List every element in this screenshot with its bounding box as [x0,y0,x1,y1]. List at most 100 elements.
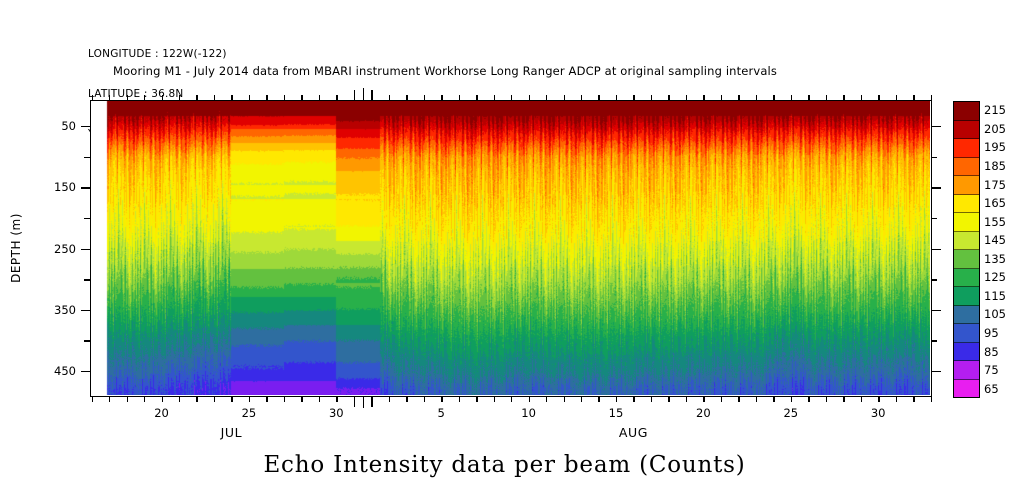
x-axis-tick [860,396,863,402]
x-axis-tick-top [423,95,426,101]
x-axis-tick-top [126,95,128,101]
colorbar-band [954,361,979,380]
x-axis-tick [720,396,723,402]
x-axis-tick [301,396,303,402]
x-axis-tick-top [301,95,303,101]
x-axis-tick [493,396,495,402]
x-axis-month-label: AUG [618,425,649,440]
colorbar-band [954,342,979,361]
x-axis-tick [248,396,251,402]
colorbar-band [954,157,979,176]
x-axis-label: 30 [870,406,886,420]
x-axis-tick-top [493,95,495,101]
x-axis-tick-top [790,95,793,101]
y-axis-tick [81,371,91,373]
colorbar-tick-label: 135 [984,251,1006,266]
x-axis-tick-top [650,95,653,101]
x-axis-tick-top [860,95,863,101]
colorbar-tick-label: 125 [984,270,1006,285]
y-axis-minor-tick-right [931,340,937,342]
x-axis-tick-top [773,95,775,101]
x-axis-tick [650,396,653,402]
x-axis-tick-top [878,95,880,101]
x-axis-tick-top [161,95,163,101]
colorbar-band [954,379,979,397]
x-axis-tick [196,396,198,402]
x-axis-tick-top [336,95,338,101]
y-axis-tick-right [931,126,941,128]
colorbar-band [954,139,979,158]
colorbar-tick-label: 75 [984,363,999,378]
x-axis-tick [91,396,93,402]
x-axis-tick [126,396,128,402]
x-axis-label: 20 [696,406,711,420]
x-axis-label: 25 [241,406,257,420]
x-axis-tick-top [406,95,408,101]
x-axis-tick-top [720,95,723,101]
colorbar-tick-label: 65 [984,381,999,396]
x-axis-tick [668,396,670,402]
x-axis-tick-top [668,95,670,101]
x-axis-tick-top [441,95,443,101]
x-axis-tick [109,396,111,402]
x-axis-tick [161,396,163,402]
x-axis-tick-top [458,95,461,101]
x-axis-tick-top [633,95,635,101]
x-axis-tick [283,396,286,402]
colorbar-band [954,213,979,232]
x-axis-tick-top [388,95,391,101]
x-axis-tick [406,396,408,402]
colorbar-tick-label: 165 [984,196,1006,211]
x-axis-tick [144,396,146,402]
x-axis-tick-top [703,95,705,101]
colorbar-band [954,194,979,213]
y-axis-tick-label: 50 [61,119,76,134]
figure-caption: Echo Intensity data per beam (Counts) [263,452,746,478]
colorbar-tick-label: 205 [984,121,1006,136]
x-axis-tick [930,396,932,402]
x-axis-tick-top [266,95,268,101]
x-axis-tick [563,396,565,402]
y-axis-minor-tick [84,217,90,220]
x-axis-tick [476,396,478,402]
y-axis-tick-label: 450 [54,364,76,379]
x-axis-tick [213,396,216,402]
x-axis-tick [825,396,828,402]
x-axis-tick-top [825,95,828,101]
x-axis-tick-top [563,95,565,101]
x-axis-tick [703,396,705,402]
y-axis-tick-right [931,248,941,250]
colorbar-band [954,305,979,324]
x-axis-tick [318,396,321,402]
y-axis-minor-tick-right [931,156,937,159]
colorbar-tick-label: 105 [984,307,1006,322]
x-axis-tick-top [615,95,618,101]
x-axis-tick-top [755,95,758,101]
y-axis-tick-label: 150 [54,180,76,195]
colorbar-band [954,231,979,250]
x-axis-month-label: JUL [220,425,243,440]
x-axis-tick [878,396,880,402]
x-axis-tick-top [528,95,530,101]
colorbar-band [954,102,979,121]
x-axis-tick [738,396,740,402]
x-axis-tick [895,396,898,402]
y-axis-minor-tick-right [931,279,937,281]
colorbar-tick-label: 215 [984,103,1006,118]
x-axis-tick [843,396,845,402]
x-axis-tick [581,396,583,402]
y-axis-tick-label: 250 [54,241,76,256]
x-axis-tick-top [808,95,810,101]
colorbar [953,101,980,398]
x-axis-tick-top [196,95,198,101]
echo-intensity-heatmap [91,101,930,395]
x-axis-tick-top [738,95,740,101]
x-axis-tick-top [91,95,93,101]
colorbar-band [954,268,979,287]
x-axis-tick [266,396,268,402]
x-axis-label: 30 [328,406,344,420]
x-axis-tick-top [283,95,286,101]
x-axis-tick [528,396,530,402]
y-axis-tick-label: 350 [54,302,76,317]
x-axis-tick [336,396,338,402]
